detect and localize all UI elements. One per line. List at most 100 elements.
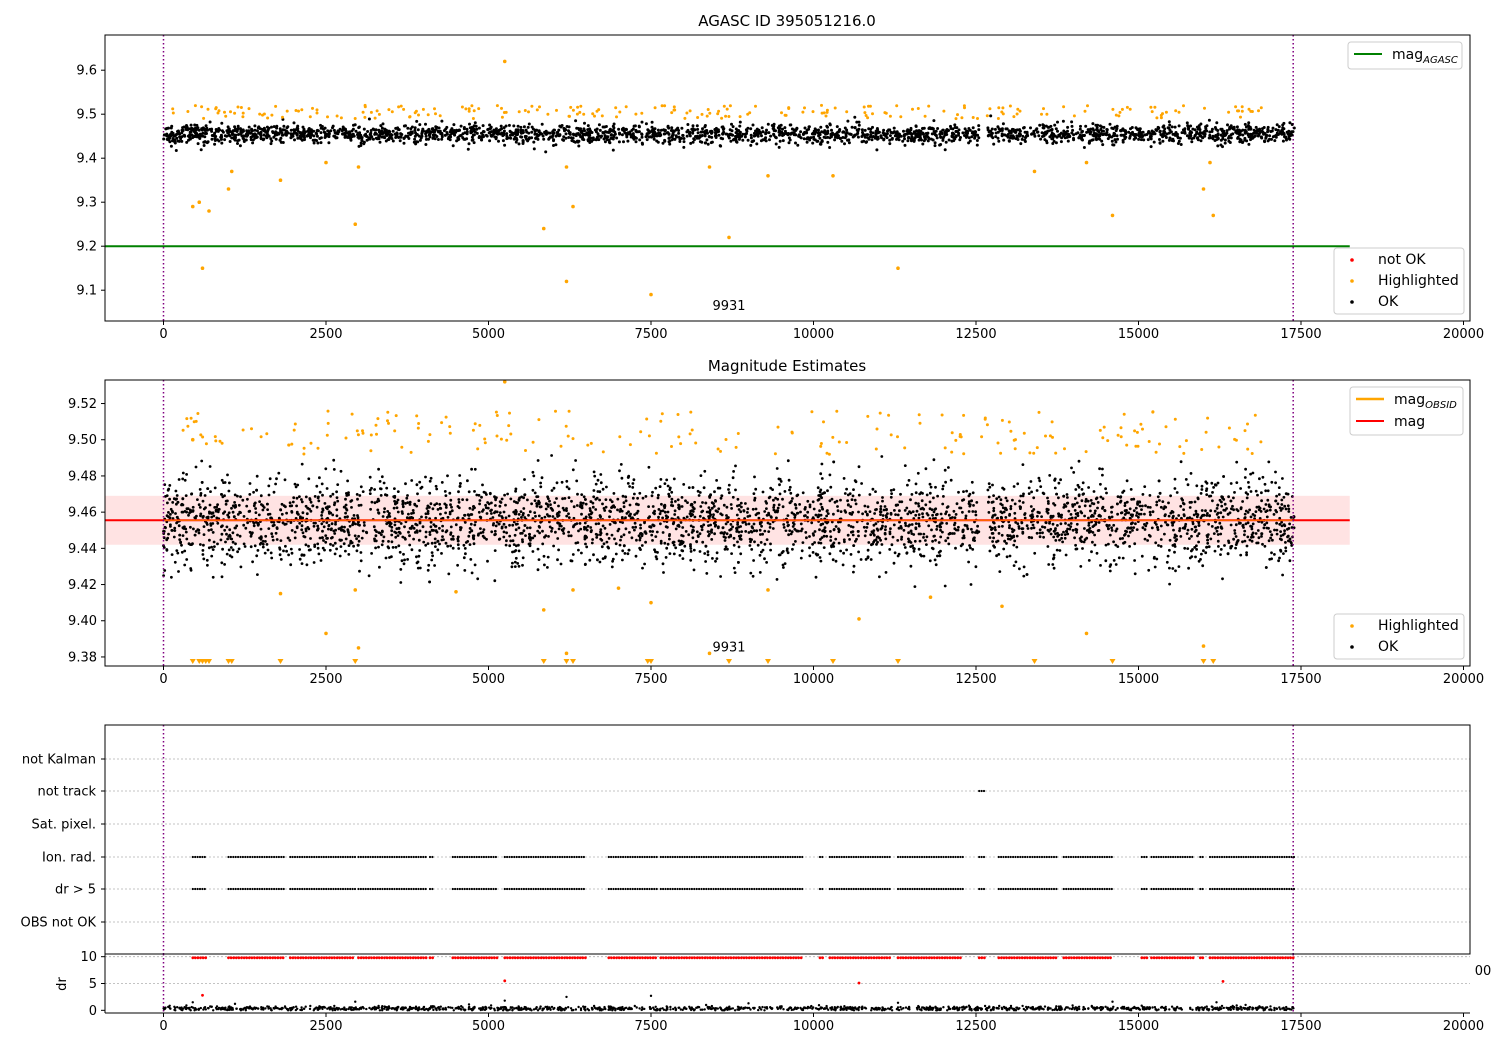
ok-point (595, 127, 599, 131)
ok-point (510, 565, 514, 569)
ok-point (682, 516, 686, 520)
ok-point (1197, 124, 1201, 128)
ok-point (805, 140, 809, 144)
ok-point (364, 134, 368, 138)
agasc-panel-title: AGASC ID 395051216.0 (698, 12, 876, 30)
ok-point (269, 137, 273, 141)
ok-point (205, 141, 209, 145)
ok-point (196, 134, 200, 138)
ok-point (351, 127, 355, 131)
ok-point (736, 540, 739, 544)
ok-point (468, 122, 471, 126)
ok-point (906, 512, 910, 516)
highlighted-point (502, 59, 507, 64)
ok-point (917, 502, 920, 505)
ok-point (1149, 145, 1153, 149)
ok-point (1105, 128, 1109, 131)
ok-point (1288, 133, 1292, 137)
ok-point (1066, 527, 1069, 531)
ok-point (203, 494, 207, 497)
ok-point (1066, 125, 1070, 129)
ok-point (532, 474, 536, 478)
ok-point (882, 128, 886, 132)
ok-point (593, 474, 597, 478)
ok-point (266, 134, 270, 138)
ok-point (719, 496, 723, 500)
ok-point (201, 131, 205, 135)
ok-point (1025, 524, 1029, 528)
ok-point (933, 141, 937, 145)
highlighted-point (1015, 112, 1019, 116)
ok-point (997, 532, 1001, 535)
ok-point (1080, 488, 1084, 491)
ok-point (452, 123, 456, 127)
ok-point (751, 507, 755, 511)
ok-point (647, 129, 651, 133)
ok-point (799, 522, 803, 526)
ok-point (743, 520, 747, 524)
ok-point (220, 137, 223, 141)
ok-point (449, 544, 452, 548)
ok-point (656, 134, 660, 138)
highlighted-point (597, 108, 601, 112)
ok-point (253, 501, 257, 505)
ok-point (1076, 131, 1080, 135)
ok-point (391, 129, 395, 133)
x-tick-label: 15000 (1118, 327, 1159, 342)
ok-point (715, 479, 718, 482)
ok-point (661, 516, 664, 520)
ok-point (819, 141, 823, 145)
ok-point (406, 126, 410, 130)
ok-point (1128, 526, 1132, 530)
ok-point (713, 532, 716, 536)
ok-point (358, 569, 361, 573)
ok-point (972, 504, 975, 507)
ok-point (322, 539, 325, 542)
ok-point (565, 509, 568, 512)
ok-point (867, 137, 871, 141)
ok-point (905, 129, 909, 133)
ok-point (949, 478, 953, 482)
ok-point (691, 124, 695, 128)
ok-point (512, 124, 516, 128)
ok-point (377, 137, 381, 141)
ok-point (246, 133, 250, 137)
ok-point (640, 120, 644, 124)
ok-point (837, 134, 840, 138)
ok-point (928, 559, 932, 563)
ok-point (700, 140, 704, 144)
ok-point (814, 575, 818, 579)
ok-point (562, 135, 566, 139)
ok-point (499, 124, 503, 128)
ok-point (966, 129, 970, 133)
ok-point (1241, 133, 1245, 137)
ok-point (714, 523, 718, 527)
ok-point (739, 552, 743, 556)
ok-point (1048, 521, 1051, 525)
highlighted-point (417, 113, 420, 117)
highlighted-point (530, 104, 534, 108)
ok-point (995, 554, 998, 558)
ok-point (162, 133, 166, 137)
ok-point (339, 526, 342, 530)
ok-point (522, 125, 526, 129)
ok-point (705, 572, 709, 575)
highlighted-point (363, 115, 367, 119)
ok-point (1087, 516, 1090, 520)
ok-point (1069, 522, 1073, 525)
ok-point (1147, 568, 1151, 572)
ok-point (1036, 514, 1039, 518)
ok-point (509, 497, 513, 501)
ok-point (511, 561, 514, 565)
highlighted-point (535, 108, 539, 112)
ok-point (1043, 526, 1047, 529)
legend-label-ok: OK (1378, 294, 1399, 310)
ok-point (967, 127, 971, 130)
highlighted-point (624, 105, 628, 109)
ok-point (909, 128, 913, 132)
highlighted-point (335, 114, 339, 118)
ok-point (1195, 512, 1198, 516)
ok-point (550, 454, 553, 457)
ok-point (811, 551, 815, 554)
ok-point (1235, 460, 1239, 464)
